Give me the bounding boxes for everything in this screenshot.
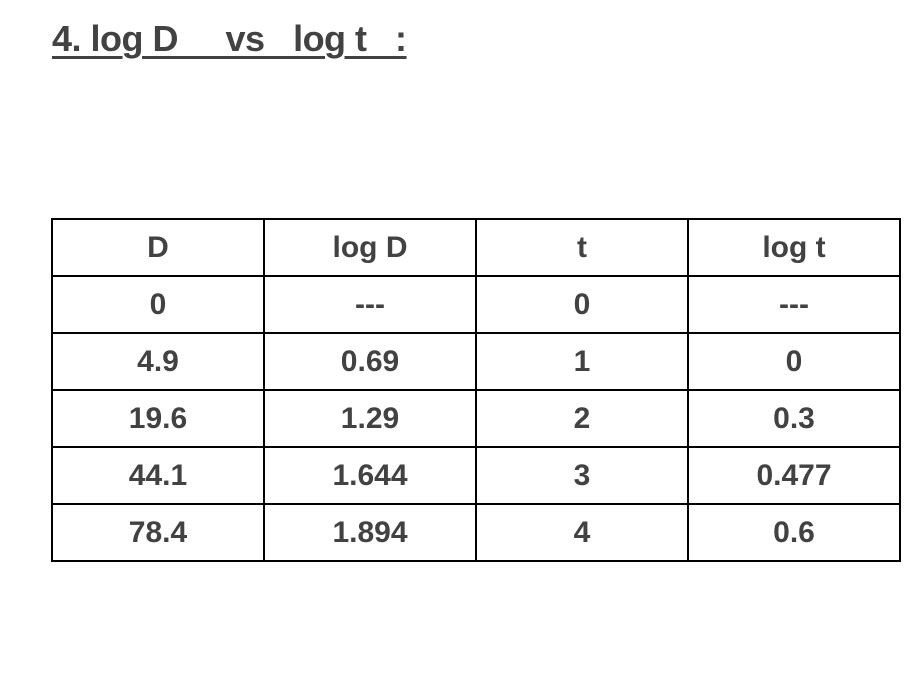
table-cell: 19.6: [51, 389, 265, 448]
table-cell: ---: [263, 275, 477, 334]
page-heading: 4. log D vs log t :: [52, 18, 407, 59]
column-header-log-t: log t: [687, 218, 901, 277]
table-header-row: D log D t log t: [51, 218, 901, 277]
table-cell: 0: [475, 275, 689, 334]
table-cell: 3: [475, 446, 689, 505]
table-cell: 4: [475, 503, 689, 562]
table-cell: 0: [51, 275, 265, 334]
column-header-t: t: [475, 218, 689, 277]
data-table: D log D t log t 0 --- 0 --- 4.9 0.69 1 0…: [51, 218, 901, 562]
table-cell: 0.6: [687, 503, 901, 562]
table-row: 4.9 0.69 1 0: [51, 332, 901, 391]
table-cell: 0.3: [687, 389, 901, 448]
table-row: 0 --- 0 ---: [51, 275, 901, 334]
table-cell: 1.894: [263, 503, 477, 562]
table-cell: 44.1: [51, 446, 265, 505]
table-cell: 4.9: [51, 332, 265, 391]
table-row: 19.6 1.29 2 0.3: [51, 389, 901, 448]
table-cell: 0.69: [263, 332, 477, 391]
table-cell: 1.644: [263, 446, 477, 505]
table-cell: 0: [687, 332, 901, 391]
table-cell: 1: [475, 332, 689, 391]
table-cell: ---: [687, 275, 901, 334]
column-header-d: D: [51, 218, 265, 277]
table-cell: 78.4: [51, 503, 265, 562]
table-row: 44.1 1.644 3 0.477: [51, 446, 901, 505]
table-cell: 0.477: [687, 446, 901, 505]
column-header-log-d: log D: [263, 218, 477, 277]
table-cell: 1.29: [263, 389, 477, 448]
table-row: 78.4 1.894 4 0.6: [51, 503, 901, 562]
table-cell: 2: [475, 389, 689, 448]
